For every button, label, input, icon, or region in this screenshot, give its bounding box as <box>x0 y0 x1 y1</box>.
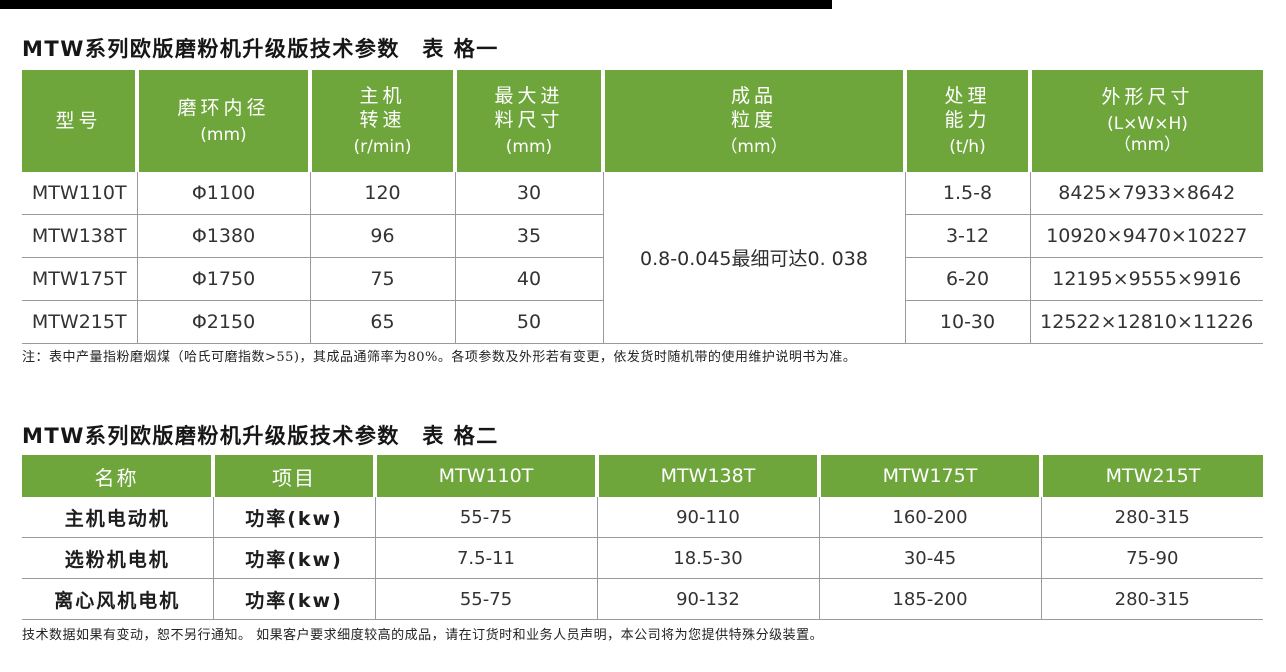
header-speed-label: 主机 转速 <box>359 84 406 132</box>
value-cell-mtw138t: 90-110 <box>596 497 819 538</box>
table1-footnote: 注：表中产量指粉磨烟煤（哈氏可磨指数>55)，其成品通筛率为80%。各项参数及外… <box>22 350 857 365</box>
table1-header: 型号 磨环内径 (mm) 主机 转速 (r/min) 最大进 料尺寸 (mm) 成品 … <box>22 70 1263 172</box>
speed-cell: 96 <box>309 214 455 258</box>
table-row: 主机电动机 功率(kw) 55-75 90-110 160-200 280-31… <box>22 497 1263 538</box>
header-model-label: 型号 <box>55 109 102 132</box>
name-cell: 选粉机电机 <box>22 537 213 579</box>
name-cell: 离心风机电机 <box>22 578 213 620</box>
header-dimensions-unit: (L×W×H) （mm） <box>1107 114 1188 156</box>
header-mtw215t: MTW215T <box>1039 455 1263 497</box>
ring-cell: Φ2150 <box>136 300 310 344</box>
header-feed-label: 最大进 料尺寸 <box>494 84 564 132</box>
ring-cell: Φ1750 <box>136 257 310 301</box>
table-row: MTW110T Φ1100 120 30 0.8-0.045最细可达0. 038… <box>22 172 1263 344</box>
value-cell-mtw138t: 90-132 <box>596 578 819 620</box>
value-cell-mtw215t: 280-315 <box>1040 497 1263 538</box>
capacity-cell: 6-20 <box>904 257 1030 301</box>
table2-body: 主机电动机 功率(kw) 55-75 90-110 160-200 280-31… <box>22 497 1263 620</box>
table1-body: MTW110T Φ1100 120 30 0.8-0.045最细可达0. 038… <box>22 172 1263 344</box>
item-cell: 功率(kw) <box>212 497 375 538</box>
header-capacity-label: 处理 能力 <box>944 84 991 132</box>
table1-header-row: 型号 磨环内径 (mm) 主机 转速 (r/min) 最大进 料尺寸 (mm) 成品 … <box>22 70 1263 172</box>
top-black-bar <box>0 0 832 9</box>
speed-cell: 75 <box>309 257 455 301</box>
table2-title: MTW系列欧版磨粉机升级版技术参数 表 格二 <box>22 424 499 448</box>
table1-title: MTW系列欧版磨粉机升级版技术参数 表 格一 <box>22 37 499 61</box>
value-cell-mtw215t: 280-315 <box>1040 578 1263 620</box>
dimensions-cell: 10920×9470×10227 <box>1029 214 1263 258</box>
feed-cell: 50 <box>454 300 603 344</box>
feed-cell: 30 <box>454 172 603 215</box>
table2-header-row: 名称 项目 MTW110T MTW138T MTW175T MTW215T <box>22 455 1263 497</box>
header-main-speed: 主机 转速 (r/min) <box>308 70 455 172</box>
value-cell-mtw110t: 55-75 <box>374 497 597 538</box>
speed-cell: 120 <box>309 172 455 215</box>
model-cell: MTW138T <box>22 214 137 258</box>
item-cell: 功率(kw) <box>212 578 375 620</box>
header-capacity-unit: (t/h) <box>949 137 986 158</box>
specs-table-1: 型号 磨环内径 (mm) 主机 转速 (r/min) 最大进 料尺寸 (mm) 成品 … <box>22 70 1263 344</box>
capacity-cell: 10-30 <box>904 300 1030 344</box>
ring-cell: Φ1380 <box>136 214 310 258</box>
table2-header: 名称 项目 MTW110T MTW138T MTW175T MTW215T <box>22 455 1263 497</box>
value-cell-mtw175t: 30-45 <box>818 537 1041 579</box>
header-output-unit: （mm） <box>720 137 788 158</box>
feed-cell: 40 <box>454 257 603 301</box>
header-mtw110t: MTW110T <box>373 455 597 497</box>
specs-table-2: 名称 项目 MTW110T MTW138T MTW175T MTW215T 主机… <box>22 455 1263 620</box>
table-row: MTW138T Φ1380 96 35 3-12 10920×9470×1022… <box>22 214 1263 258</box>
value-cell-mtw110t: 7.5-11 <box>374 537 597 579</box>
header-feed-unit: (mm) <box>505 137 553 158</box>
dimensions-cell: 12522×12810×11226 <box>1029 300 1263 344</box>
table-row: 离心风机电机 功率(kw) 55-75 90-132 185-200 280-3… <box>22 578 1263 620</box>
header-mtw175t: MTW175T <box>817 455 1041 497</box>
table2-footnote: 技术数据如果有变动，恕不另行通知。 如果客户要求细度较高的成品，请在订货时和业务… <box>22 628 824 643</box>
item-cell: 功率(kw) <box>212 537 375 579</box>
header-name: 名称 <box>22 455 213 497</box>
header-speed-unit: (r/min) <box>353 137 412 158</box>
value-cell-mtw215t: 75-90 <box>1040 537 1263 579</box>
capacity-cell: 3-12 <box>904 214 1030 258</box>
dimensions-cell: 8425×7933×8642 <box>1029 172 1263 215</box>
value-cell-mtw175t: 160-200 <box>818 497 1041 538</box>
dimensions-cell: 12195×9555×9916 <box>1029 257 1263 301</box>
header-dimensions-label: 外形尺寸 <box>1101 86 1194 109</box>
table-row: MTW215T Φ2150 65 50 10-30 12522×12810×11… <box>22 300 1263 344</box>
speed-cell: 65 <box>309 300 455 344</box>
ring-cell: Φ1100 <box>136 172 310 215</box>
value-cell-mtw138t: 18.5-30 <box>596 537 819 579</box>
header-item: 项目 <box>211 455 375 497</box>
model-cell: MTW110T <box>22 172 137 215</box>
header-ring-unit: (mm) <box>200 124 247 145</box>
value-cell-mtw175t: 185-200 <box>818 578 1041 620</box>
header-output-size: 成品 粒度 （mm） <box>601 70 905 172</box>
value-cell-mtw110t: 55-75 <box>374 578 597 620</box>
feed-cell: 35 <box>454 214 603 258</box>
model-cell: MTW175T <box>22 257 137 301</box>
table-row: MTW175T Φ1750 75 40 6-20 12195×9555×9916 <box>22 257 1263 301</box>
name-cell: 主机电动机 <box>22 497 213 538</box>
header-ring-diameter: 磨环内径 (mm) <box>135 70 310 172</box>
output-size-merged-cell: 0.8-0.045最细可达0. 038 <box>602 172 905 344</box>
capacity-cell: 1.5-8 <box>904 172 1030 215</box>
header-max-feed: 最大进 料尺寸 (mm) <box>453 70 603 172</box>
header-mtw138t: MTW138T <box>595 455 819 497</box>
header-capacity: 处理 能力 (t/h) <box>903 70 1030 172</box>
header-dimensions: 外形尺寸 (L×W×H) （mm） <box>1028 70 1263 172</box>
table-row: 选粉机电机 功率(kw) 7.5-11 18.5-30 30-45 75-90 <box>22 537 1263 579</box>
header-ring-label: 磨环内径 <box>177 97 270 120</box>
header-model: 型号 <box>22 70 137 172</box>
header-output-label: 成品 粒度 <box>730 84 777 132</box>
model-cell: MTW215T <box>22 300 137 344</box>
